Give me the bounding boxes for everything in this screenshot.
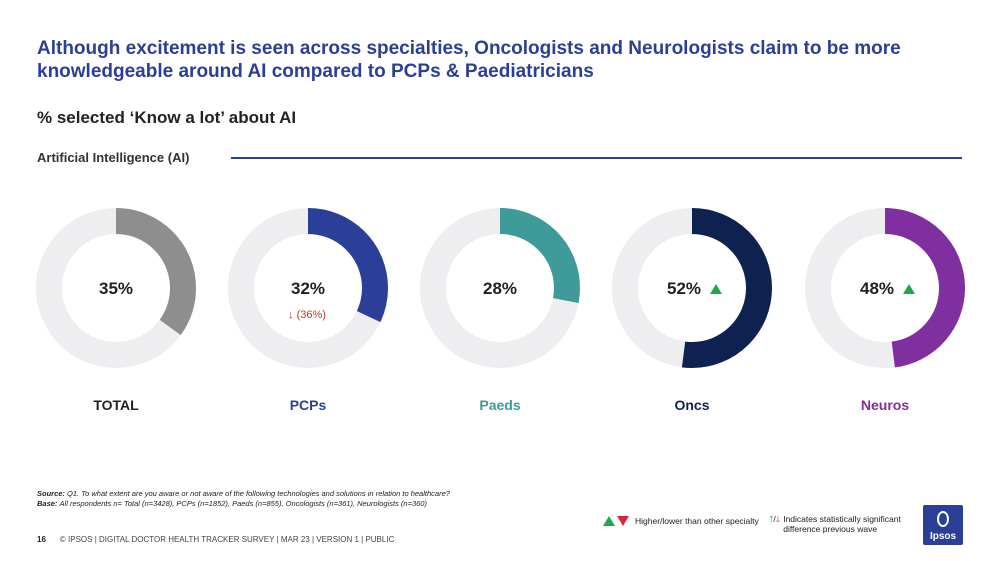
data-label-neuros: 48% bbox=[860, 279, 894, 298]
donut-segment-neuros bbox=[805, 208, 965, 368]
chart-subtitle: % selected ‘Know a lot’ about AI bbox=[37, 108, 297, 127]
base-label: Base: bbox=[37, 499, 58, 508]
footer: 16 © IPSOS | DIGITAL DOCTOR HEALTH TRACK… bbox=[37, 535, 394, 544]
data-label-pcps: 32% bbox=[291, 279, 325, 298]
donut-segment-paeds bbox=[420, 208, 580, 368]
up-down-triangle-icon bbox=[603, 516, 629, 526]
category-label-oncs: Oncs bbox=[674, 397, 709, 413]
legend-wave-text: Indicates statistically significant diff… bbox=[783, 514, 901, 534]
data-label-oncs: 52% bbox=[667, 279, 701, 298]
up-down-arrow-icon: 🡑/🡓 bbox=[769, 514, 781, 524]
legend-wave: 🡑/🡓 Indicates statistically significant … bbox=[769, 514, 919, 534]
category-label-neuros: Neuros bbox=[861, 397, 909, 413]
source-note: Source: Q1. To what extent are you aware… bbox=[37, 489, 657, 509]
prev-wave-pcps: ↓ (36%) bbox=[288, 309, 326, 321]
donut-segment-pcps bbox=[228, 208, 388, 368]
ipsos-logo: Ipsos bbox=[923, 505, 963, 545]
legend-specialty: Higher/lower than other specialty bbox=[603, 516, 759, 526]
category-label-total: TOTAL bbox=[93, 397, 139, 413]
donut-segment-total bbox=[36, 208, 196, 368]
category-label-pcps: PCPs bbox=[290, 397, 327, 413]
category-label-paeds: Paeds bbox=[479, 397, 520, 413]
section-divider bbox=[231, 157, 962, 159]
section-label: Artificial Intelligence (AI) bbox=[37, 150, 190, 165]
legend-specialty-text: Higher/lower than other specialty bbox=[635, 516, 759, 526]
page-number: 16 bbox=[37, 535, 46, 544]
sig-up-icon-neuros bbox=[903, 284, 915, 294]
donut-segment-oncs bbox=[612, 208, 772, 368]
footer-text: © IPSOS | DIGITAL DOCTOR HEALTH TRACKER … bbox=[59, 535, 395, 544]
source-text: Q1. To what extent are you aware or not … bbox=[67, 489, 450, 498]
data-label-total: 35% bbox=[99, 279, 133, 298]
page-title: Although excitement is seen across speci… bbox=[37, 38, 901, 82]
data-label-paeds: 28% bbox=[483, 279, 517, 298]
base-text: All respondents n= Total (n=3428), PCPs … bbox=[59, 499, 427, 508]
source-label: Source: bbox=[37, 489, 65, 498]
sig-up-icon-oncs bbox=[710, 284, 722, 294]
